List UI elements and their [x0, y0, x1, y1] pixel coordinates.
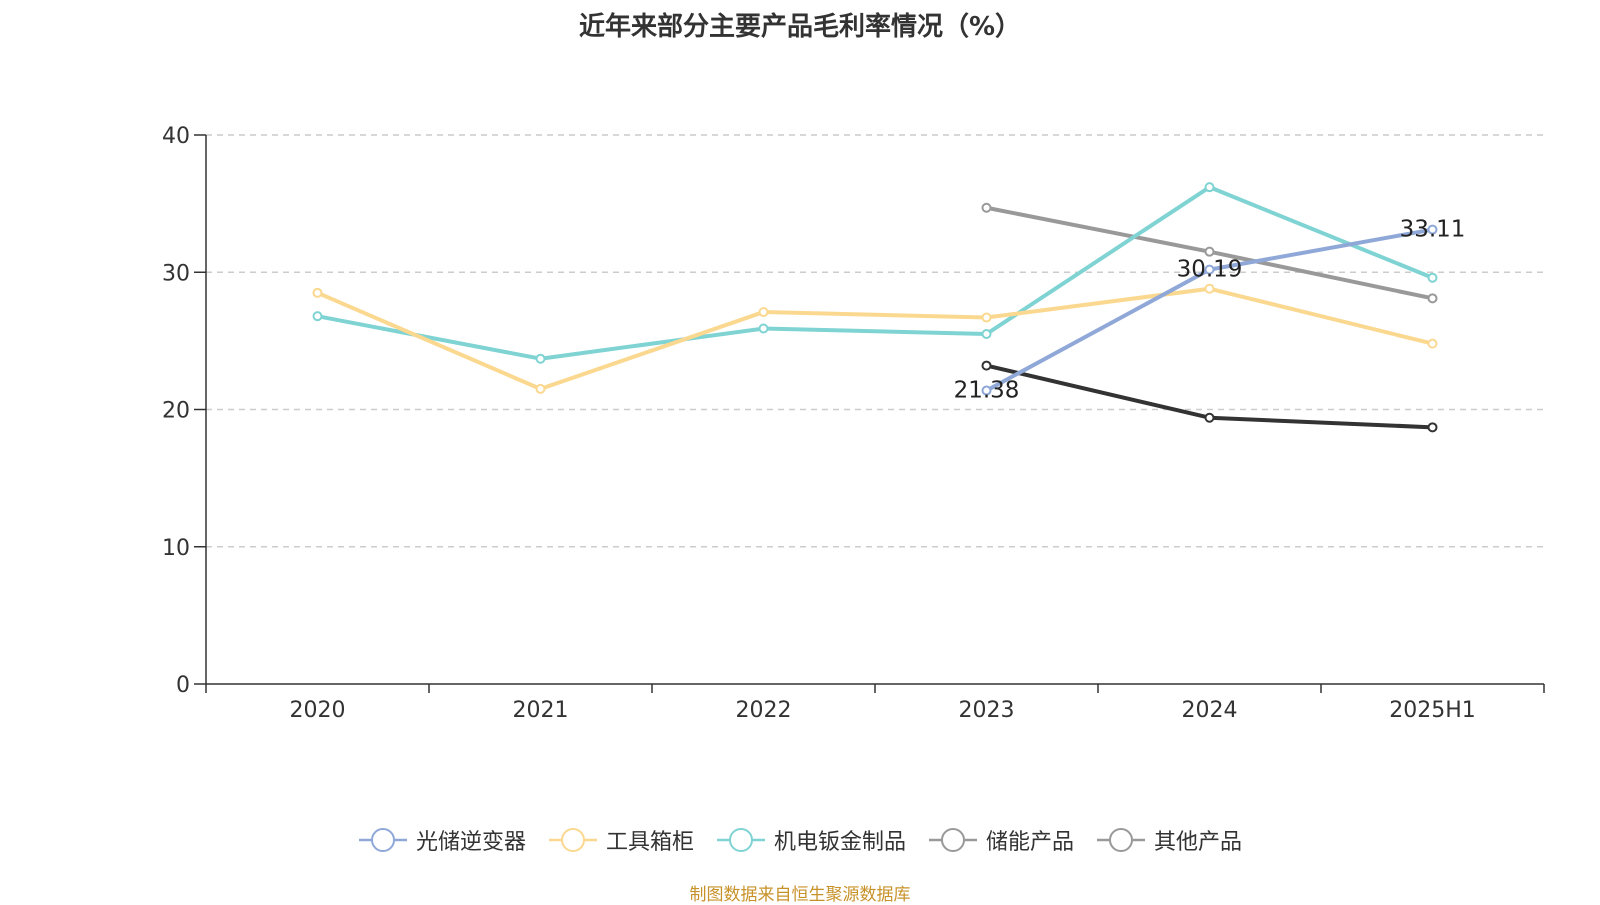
y-tick-label: 20: [162, 399, 190, 424]
legend-label: 储能产品: [986, 830, 1075, 855]
data-point: [535, 353, 546, 364]
series-line: [315, 286, 1435, 391]
x-tick-label: 2022: [736, 698, 792, 723]
data-point: [981, 312, 992, 323]
data-point: [758, 307, 769, 318]
legend-label: 光储逆变器: [415, 830, 526, 855]
data-point: [758, 323, 769, 334]
chart-title: 近年来部分主要产品毛利率情况（%）: [578, 12, 1022, 42]
data-point: [312, 287, 323, 298]
legend-item-4[interactable]: 储能产品: [928, 824, 1074, 856]
y-tick-label: 30: [162, 261, 190, 286]
legend-item-5[interactable]: 其他产品: [1096, 824, 1242, 856]
data-point: [535, 383, 546, 394]
x-tick-label: 2021: [513, 698, 569, 723]
series-4: [981, 202, 1438, 304]
series-1: [981, 224, 1438, 396]
data-point: [981, 329, 992, 340]
legend-symbol: [358, 828, 407, 852]
x-tick-label: 2025H1: [1389, 698, 1476, 723]
legend-symbol: [548, 828, 597, 852]
data-label: 30.19: [1177, 257, 1243, 283]
data-point: [1204, 246, 1215, 257]
data-label: 33.11: [1400, 217, 1466, 243]
series-2: [312, 283, 1438, 394]
legend-label: 工具箱柜: [605, 830, 694, 855]
legend-symbol: [929, 828, 977, 852]
x-tick-label: 2020: [290, 698, 346, 723]
legend-item-3[interactable]: 机电钣金制品: [716, 824, 906, 856]
data-point: [1204, 182, 1215, 193]
data-point: [1427, 293, 1438, 304]
series-5: [981, 360, 1438, 433]
y-tick-label: 0: [176, 673, 190, 698]
legend: 光储逆变器 工具箱柜 机电钣金制品 储能产品 其他产品: [0, 822, 1600, 858]
data-point: [981, 385, 992, 396]
grid-lines: [206, 134, 1544, 548]
data-point: [1204, 264, 1215, 275]
x-tick-label: 2023: [959, 698, 1015, 723]
data-point: [981, 360, 992, 371]
series-line: [315, 185, 1435, 361]
y-tick-label: 40: [162, 124, 190, 149]
data-point: [1427, 224, 1438, 235]
legend-item-1[interactable]: 光储逆变器: [358, 824, 526, 856]
data-label: 21.38: [954, 378, 1020, 404]
legend-item-2[interactable]: 工具箱柜: [548, 824, 694, 856]
legend-label: 其他产品: [1154, 830, 1243, 855]
legend-symbol: [1097, 828, 1146, 852]
legend-label: 机电钣金制品: [773, 830, 906, 855]
data-point: [981, 202, 992, 213]
series-3: [312, 182, 1438, 364]
source-note: 制图数据来自恒生聚源数据库: [689, 885, 911, 905]
axes: 0 10 20 30 40 2020 2021 2022 2023 2024 2025H1: [162, 124, 1545, 723]
y-tick-label: 10: [162, 536, 190, 561]
data-point: [1204, 283, 1215, 294]
data-point: [1204, 412, 1215, 423]
legend-symbol: [716, 828, 765, 852]
x-tick-label: 2024: [1182, 698, 1238, 723]
data-labels: 21.38 30.19 33.11: [954, 217, 1466, 404]
series-lines: [312, 182, 1438, 433]
data-point: [1427, 338, 1438, 349]
data-point: [1427, 422, 1438, 433]
data-point: [312, 311, 323, 322]
data-point: [1427, 272, 1438, 283]
